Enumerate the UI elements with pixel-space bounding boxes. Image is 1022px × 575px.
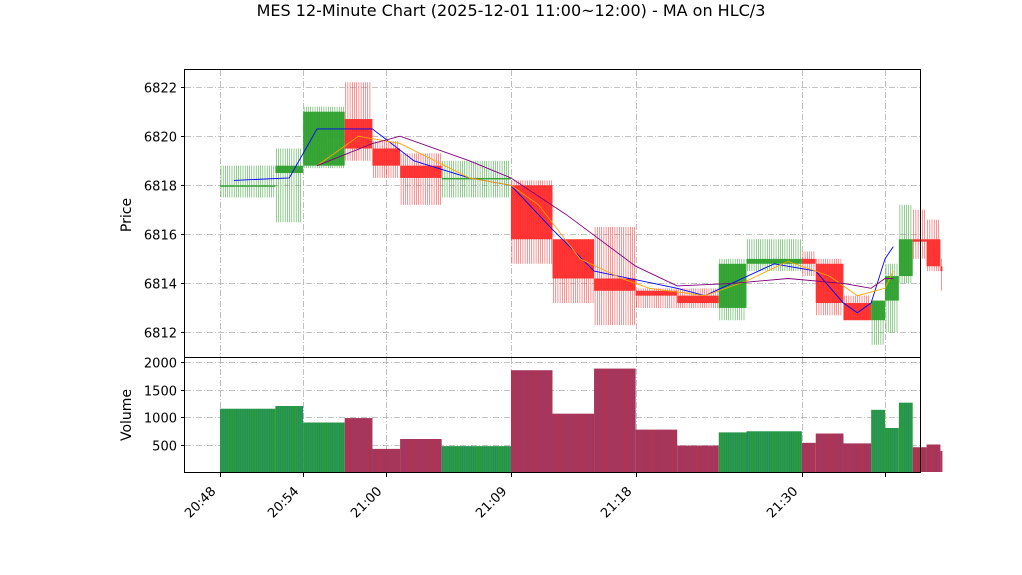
volume-bar	[372, 448, 401, 472]
candle-wick	[594, 226, 636, 326]
volume-bars	[220, 368, 943, 472]
moving-average-line	[316, 135, 894, 297]
candle-wick	[220, 165, 275, 198]
volume-bar	[801, 442, 816, 472]
candle-body	[344, 119, 373, 149]
volume-bar	[400, 439, 442, 472]
candle-body	[912, 239, 927, 242]
candle-body	[926, 239, 941, 267]
price-y-axis: 6812 6814 6816 6818 6820 6822	[144, 82, 185, 342]
volume-bar	[843, 443, 872, 472]
volume-bar	[940, 451, 943, 472]
price-candles	[220, 82, 943, 345]
candle-body	[510, 185, 553, 240]
volume-tick-label: 1500	[144, 385, 177, 400]
volume-panel-frame	[184, 357, 921, 473]
volume-bar	[677, 445, 719, 472]
volume-bar	[746, 431, 802, 472]
volume-bar	[926, 444, 941, 472]
volume-bar	[220, 408, 276, 472]
volume-axis-label: Volume	[119, 389, 135, 441]
volume-bar	[871, 409, 885, 472]
x-axis: 20:48 20:54 21:00 21:09 21:18 21:30	[182, 472, 886, 521]
x-tick-label: 21:00	[348, 484, 385, 521]
candle-body	[940, 266, 943, 272]
chart-title: MES 12-Minute Chart (2025-12-01 11:00~12…	[256, 1, 766, 20]
volume-bar	[510, 370, 553, 472]
x-tick-label: 20:54	[265, 484, 302, 521]
volume-bar	[303, 422, 345, 472]
volume-bar	[441, 446, 512, 472]
candle-body	[801, 258, 816, 264]
candle-body	[871, 300, 885, 321]
x-tick-label: 20:48	[182, 484, 219, 521]
x-tick-label: 21:18	[598, 484, 635, 521]
volume-bar	[275, 406, 304, 472]
candle-body	[843, 303, 872, 321]
candle-wick	[747, 239, 801, 272]
volume-bar	[718, 432, 747, 472]
volume-bar	[898, 402, 913, 472]
moving-average-line	[316, 135, 894, 289]
price-tick-label: 6820	[144, 131, 177, 146]
candle-body	[898, 239, 913, 277]
candle-body	[594, 278, 636, 291]
volume-bar	[552, 413, 595, 472]
candle-body	[885, 276, 899, 301]
volume-bar	[344, 418, 373, 472]
candle-wick	[276, 148, 301, 223]
candle-body	[746, 258, 802, 264]
volume-tick-label: 500	[152, 440, 177, 455]
candle-body	[677, 295, 719, 304]
volume-bar	[635, 429, 678, 472]
volume-bar	[912, 447, 927, 472]
price-tick-label: 6816	[144, 229, 177, 244]
candle-body	[303, 111, 345, 166]
price-axis-label: Price	[119, 198, 135, 232]
volume-bar	[885, 428, 899, 472]
volume-bar	[594, 368, 636, 472]
volume-tick-label: 1000	[144, 412, 177, 427]
candle-body	[220, 185, 276, 187]
volume-tick-label: 2000	[144, 357, 177, 372]
candle-body	[275, 165, 304, 174]
price-tick-label: 6818	[144, 180, 177, 195]
candle-body	[372, 148, 401, 166]
volume-y-axis: 500 1000 1500 2000	[144, 357, 185, 455]
price-tick-label: 6812	[144, 327, 177, 342]
candle-body	[635, 290, 678, 296]
candle-body	[400, 165, 442, 178]
price-tick-label: 6814	[144, 278, 177, 293]
moving-average-line	[233, 128, 894, 314]
price-tick-label: 6822	[144, 82, 177, 97]
candle-body	[552, 239, 595, 279]
x-tick-label: 21:30	[764, 484, 801, 521]
x-tick-label: 21:09	[473, 484, 510, 521]
moving-average-lines	[233, 128, 894, 314]
volume-bar	[815, 433, 844, 472]
